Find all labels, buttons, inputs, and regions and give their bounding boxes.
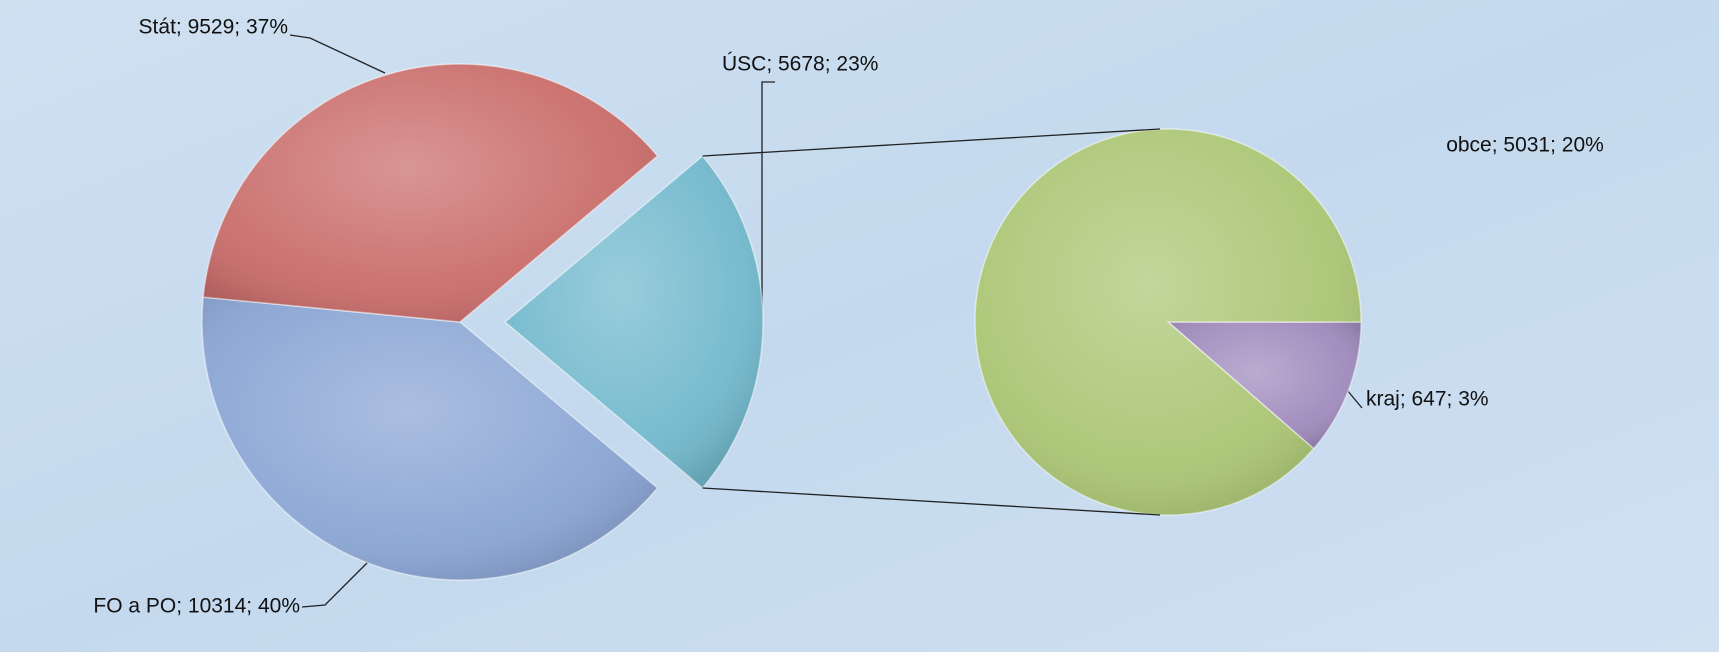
leader-line xyxy=(301,559,371,608)
data-label: Stát; 9529; 37% xyxy=(139,16,288,39)
connector-line xyxy=(702,128,1161,157)
data-label: FO a PO; 10314; 40% xyxy=(93,595,300,618)
slice-shine xyxy=(974,128,1361,515)
slice-shine xyxy=(203,64,658,322)
slice-shine xyxy=(202,297,658,580)
slice-shine xyxy=(1168,322,1361,449)
data-label: ÚSC; 5678; 23% xyxy=(722,53,878,76)
slice-shine xyxy=(505,155,763,489)
connector-line xyxy=(702,487,1161,516)
leader-line xyxy=(761,81,775,322)
leader-line xyxy=(1346,389,1363,409)
data-label: obce; 5031; 20% xyxy=(1446,134,1604,157)
data-label: kraj; 647; 3% xyxy=(1366,388,1489,411)
leader-line xyxy=(289,34,386,74)
